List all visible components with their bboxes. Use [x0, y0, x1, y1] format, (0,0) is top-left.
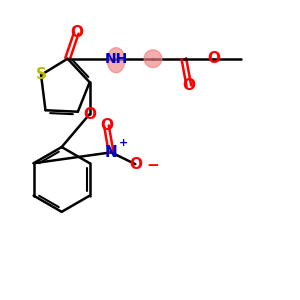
- Text: O: O: [83, 106, 96, 122]
- Text: O: O: [182, 78, 195, 93]
- Text: O: O: [207, 51, 220, 66]
- Text: −: −: [146, 158, 159, 173]
- Text: O: O: [70, 25, 83, 40]
- Text: O: O: [100, 118, 113, 134]
- Text: N: N: [105, 145, 118, 160]
- Text: S: S: [36, 68, 46, 82]
- Text: +: +: [119, 138, 128, 148]
- Text: O: O: [129, 157, 142, 172]
- Text: NH: NH: [104, 52, 128, 66]
- Ellipse shape: [107, 48, 125, 73]
- Circle shape: [144, 50, 162, 68]
